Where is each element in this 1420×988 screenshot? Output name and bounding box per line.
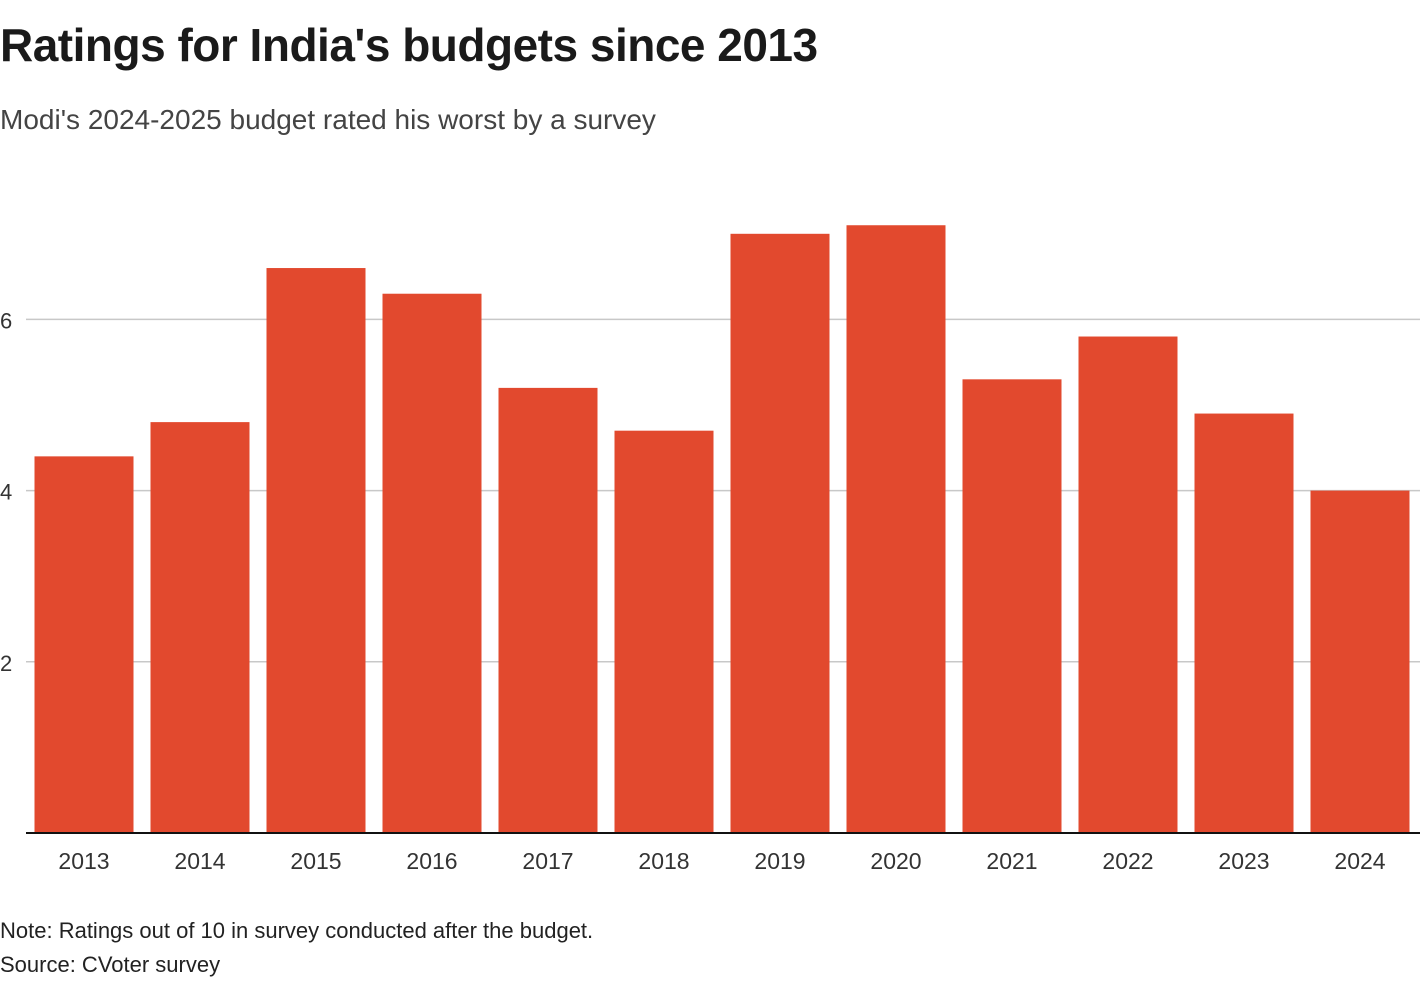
chart-title: Ratings for India's budgets since 2013 — [0, 19, 818, 71]
bar-2021 — [962, 379, 1062, 833]
bar-2024 — [1310, 490, 1410, 833]
bar-2019 — [730, 233, 830, 834]
y-tick-label: 4 — [0, 480, 12, 505]
x-tick-label: 2017 — [522, 848, 573, 874]
y-tick-label: 6 — [0, 308, 12, 333]
bar-2022 — [1078, 336, 1178, 833]
chart-note: Note: Ratings out of 10 in survey conduc… — [0, 918, 594, 943]
y-axis-ticks: 2 4 6 — [0, 308, 12, 675]
x-tick-label: 2016 — [406, 848, 457, 874]
x-tick-label: 2013 — [58, 848, 109, 874]
x-tick-label: 2015 — [290, 848, 341, 874]
x-tick-label: 2022 — [1102, 848, 1153, 874]
bar-2014 — [150, 422, 250, 833]
x-tick-label: 2021 — [986, 848, 1037, 874]
chart-source: Source: CVoter survey — [0, 952, 221, 977]
chart-subtitle: Modi's 2024-2025 budget rated his worst … — [0, 104, 656, 135]
y-tick-label: 2 — [0, 651, 12, 676]
gridlines — [26, 318, 1420, 663]
bar-chart: 2 4 6 2013 2014 2015 2016 2017 2018 2019 2020 2021… — [0, 225, 1420, 874]
bar-2015 — [266, 268, 366, 833]
bar-2023 — [1194, 413, 1294, 833]
x-tick-label: 2014 — [174, 848, 225, 874]
x-tick-label: 2020 — [870, 848, 921, 874]
x-tick-label: 2023 — [1218, 848, 1269, 874]
bar-2018 — [614, 430, 714, 833]
bars — [34, 225, 1410, 834]
bar-2013 — [34, 456, 134, 833]
x-tick-label: 2018 — [638, 848, 689, 874]
bar-2017 — [498, 387, 598, 833]
x-tick-label: 2019 — [754, 848, 805, 874]
bar-2020 — [846, 225, 946, 833]
x-tick-label: 2024 — [1334, 848, 1385, 874]
bar-2016 — [382, 293, 482, 834]
x-axis-ticks: 2013 2014 2015 2016 2017 2018 2019 2020 2021 2022… — [58, 848, 1385, 874]
